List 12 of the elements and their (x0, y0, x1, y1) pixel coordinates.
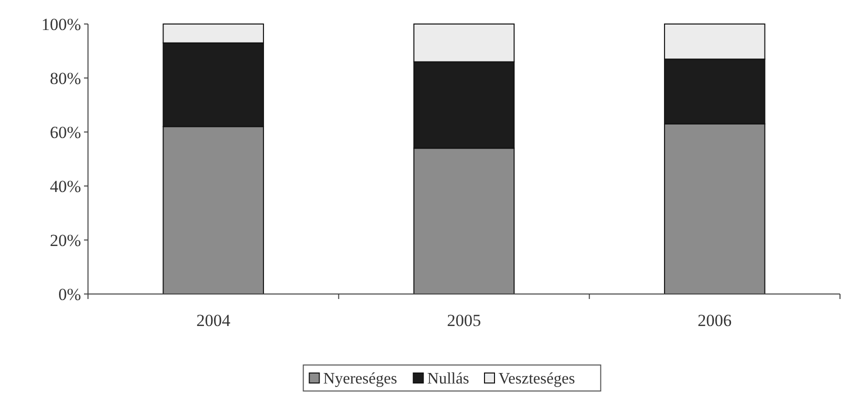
y-tick-label: 20% (50, 230, 81, 250)
x-tick-label: 2004 (196, 311, 231, 330)
y-tick-label: 80% (50, 68, 81, 88)
legend-label: Nullás (427, 370, 470, 388)
y-tick-label: 40% (50, 176, 81, 196)
legend-label: Nyereséges (323, 370, 398, 388)
legend-label: Veszteséges (498, 370, 575, 388)
y-tick-label: 100% (41, 14, 81, 34)
y-tick-label: 0% (58, 284, 81, 304)
x-tick-label: 2005 (447, 311, 481, 330)
y-tick-label: 60% (50, 122, 81, 142)
x-tick-label: 2006 (698, 311, 732, 330)
